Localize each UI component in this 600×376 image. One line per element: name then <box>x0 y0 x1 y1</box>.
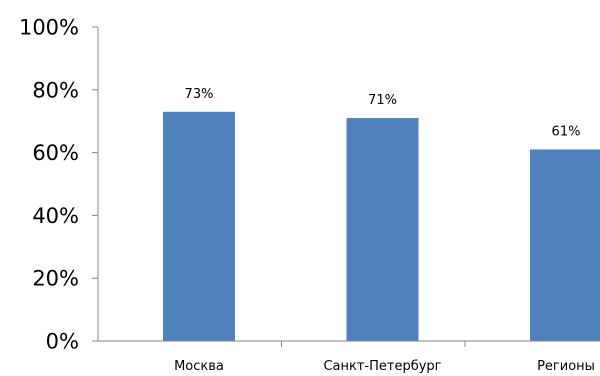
bar <box>530 149 600 341</box>
x-tick-label: Москва <box>174 359 224 374</box>
data-label: 73% <box>185 87 214 102</box>
x-axis-ticks: Москва Санкт-Петербург Регионы <box>174 359 595 374</box>
bars <box>163 111 600 341</box>
data-labels: 73% 71% 61% <box>185 87 581 140</box>
y-tick-label: 40% <box>32 204 79 228</box>
x-tick-label: Регионы <box>537 359 595 374</box>
data-label: 71% <box>368 93 397 108</box>
bar <box>163 111 235 341</box>
data-label: 61% <box>552 124 581 139</box>
x-tick-label: Санкт-Петербург <box>323 359 441 374</box>
y-tick-label: 0% <box>46 330 79 354</box>
bar <box>346 118 419 341</box>
y-tick-label: 100% <box>19 16 79 40</box>
axes <box>92 26 600 347</box>
y-axis-ticks: 0% 20% 40% 60% 80% 100% <box>19 16 79 354</box>
y-tick-label: 60% <box>32 141 79 165</box>
y-tick-label: 80% <box>32 78 79 102</box>
y-tick-label: 20% <box>32 267 79 291</box>
